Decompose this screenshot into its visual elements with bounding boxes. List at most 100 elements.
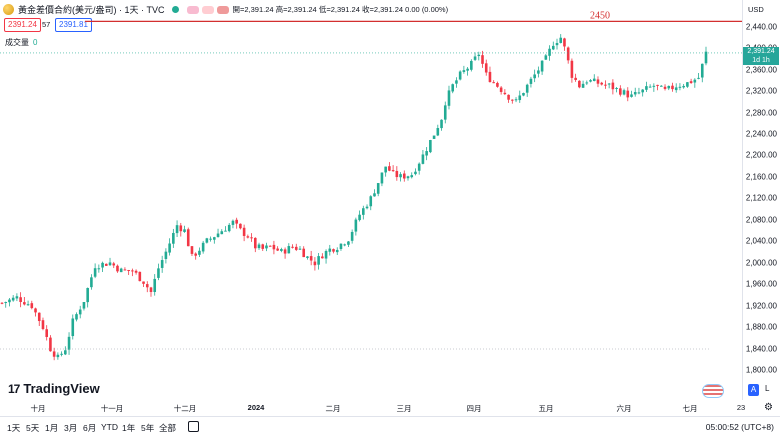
currency-label: USD	[748, 5, 764, 14]
symbol-title[interactable]: 黃金差價合約(美元/盎司) · 1天 · TVC	[18, 5, 165, 15]
candle-body	[280, 249, 283, 251]
tradingview-logo[interactable]: 17 TradingView	[8, 381, 100, 396]
candle-body	[667, 85, 671, 89]
candle-body	[574, 77, 577, 80]
last-price-tag: 2,391.24 1d 1h	[743, 46, 779, 65]
candle-body	[589, 80, 592, 82]
candle-body	[637, 92, 641, 94]
candle-body	[700, 63, 704, 78]
candle-body	[611, 82, 615, 90]
candle-body	[86, 287, 89, 303]
candle-body	[261, 244, 265, 249]
candle-body	[15, 296, 19, 299]
candle-body	[332, 249, 335, 252]
price-chart[interactable]: 2450	[0, 0, 742, 400]
candle-body	[697, 77, 700, 79]
candle-body	[440, 119, 443, 129]
candle-body	[268, 245, 272, 247]
time-tick: 十二月	[173, 404, 197, 413]
candle-body	[213, 237, 216, 240]
price-tick: 2,040.00	[745, 236, 777, 246]
candle-body	[529, 78, 533, 84]
candle-body	[689, 81, 693, 83]
candle-body	[8, 299, 11, 303]
candle-body	[537, 70, 540, 74]
candle-body	[443, 105, 447, 120]
log-scale-button[interactable]: L	[765, 384, 770, 393]
candle-body	[309, 256, 313, 261]
candle-body	[131, 270, 134, 272]
price-axis[interactable]: 2,440.002,400.002,360.002,320.002,280.00…	[742, 0, 780, 400]
time-tick: 四月	[466, 404, 482, 413]
candle-body	[429, 140, 432, 153]
candle-body	[298, 248, 302, 250]
candle-body	[596, 79, 600, 84]
candle-body	[507, 94, 510, 100]
candle-body	[395, 170, 399, 178]
period-button[interactable]: 1年	[122, 423, 136, 433]
time-tick: 十一月	[100, 404, 124, 413]
candle-body	[49, 337, 52, 352]
volume-value: 0	[33, 38, 38, 47]
candle-body	[231, 220, 235, 225]
candle-body	[384, 166, 387, 173]
candle-body	[645, 86, 648, 90]
indicator-toggle-icons[interactable]	[186, 5, 229, 14]
candle-body	[335, 249, 339, 253]
calendar-icon[interactable]	[188, 421, 199, 432]
time-tick: 十月	[30, 404, 46, 413]
period-button[interactable]: 6月	[83, 423, 97, 433]
candle-body	[373, 193, 376, 197]
period-button[interactable]: 5年	[141, 423, 155, 433]
candle-body	[321, 256, 324, 259]
candle-body	[317, 256, 320, 265]
volume-legend: 成交量 0	[5, 37, 37, 48]
candle-body	[145, 284, 149, 288]
candle-body	[682, 85, 685, 88]
settings-small-icon[interactable]	[201, 5, 214, 14]
eye-icon[interactable]	[186, 5, 199, 14]
candle-body	[380, 172, 384, 184]
candle-body	[60, 353, 63, 355]
candle-body	[52, 351, 56, 357]
auto-scale-button[interactable]: A	[748, 384, 759, 396]
candle-body	[164, 251, 168, 259]
period-button[interactable]: 全部	[159, 423, 177, 433]
candle-body	[283, 249, 287, 254]
period-button[interactable]: YTD	[101, 422, 118, 432]
candle-body	[533, 74, 536, 79]
buy-button[interactable]: 2391.81	[55, 18, 92, 32]
candle-body	[276, 248, 279, 251]
period-button[interactable]: 5天	[26, 423, 40, 433]
period-button[interactable]: 1月	[45, 423, 59, 433]
candle-body	[563, 38, 566, 47]
candle-body	[671, 85, 674, 90]
sell-button[interactable]: 2391.24	[4, 18, 41, 32]
candle-body	[652, 85, 656, 87]
candle-body	[663, 86, 667, 89]
candle-body	[23, 302, 26, 305]
candle-body	[518, 95, 522, 101]
price-tick: 2,080.00	[745, 215, 777, 225]
candle-body	[570, 60, 574, 78]
candle-body	[220, 231, 224, 235]
candle-body	[447, 90, 451, 106]
price-tick: 2,320.00	[745, 86, 777, 96]
more-icon[interactable]	[216, 5, 229, 14]
candle-body	[566, 47, 570, 61]
price-tick: 2,200.00	[745, 150, 777, 160]
candle-body	[30, 303, 34, 309]
clock-time[interactable]: 05:00:52 (UTC+8)	[705, 422, 774, 432]
candle-body	[41, 320, 45, 330]
gear-icon[interactable]: ⚙	[764, 402, 773, 413]
candle-body	[630, 94, 633, 97]
market-status-dot-icon	[171, 6, 179, 13]
candle-body	[410, 175, 414, 178]
time-tick: 2024	[247, 403, 265, 412]
candle-body	[581, 83, 585, 88]
price-tick: 2,240.00	[745, 129, 777, 139]
candle-body	[123, 269, 127, 271]
bottom-toolbar: 1天 5天 1月 3月 6月 YTD 1年 5年 全部 05:00:52 (UTC+8)	[0, 416, 780, 440]
period-button[interactable]: 1天	[7, 423, 21, 433]
period-button[interactable]: 3月	[64, 423, 78, 433]
